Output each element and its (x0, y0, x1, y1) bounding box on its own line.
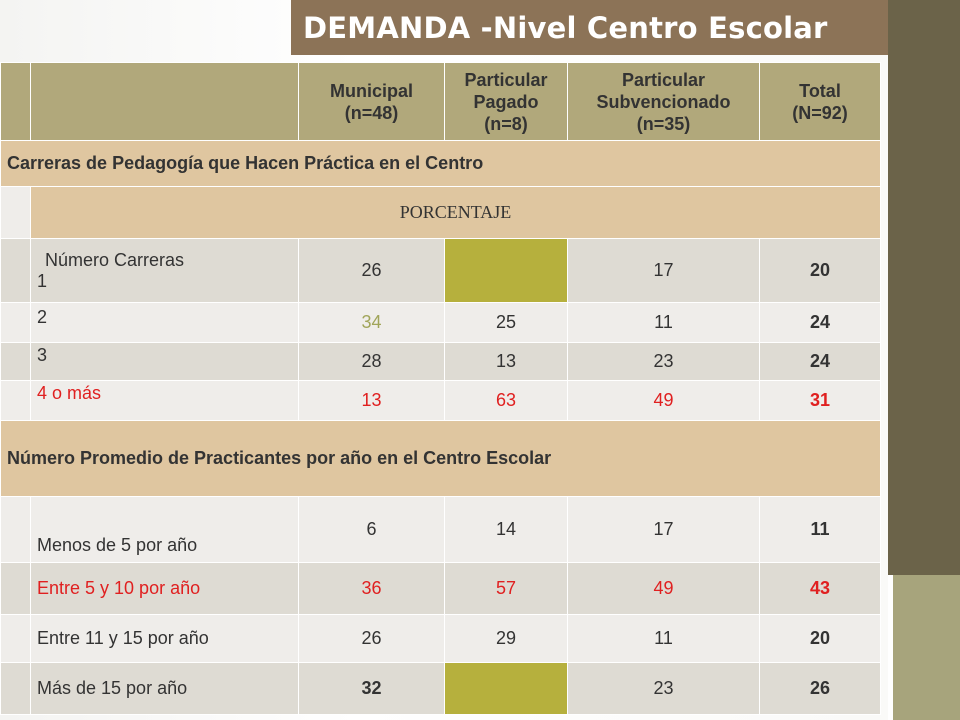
section2-title: Número Promedio de Practicantes por año … (0, 420, 881, 497)
cell-total: 24 (759, 302, 881, 343)
blank-cell (0, 496, 31, 563)
blank-cell (0, 614, 31, 663)
table-row: Entre 5 y 10 por año 36 57 49 43 (0, 562, 881, 615)
row-label: Entre 5 y 10 por año (30, 562, 299, 615)
cell-municipal: 32 (298, 662, 445, 715)
cell-municipal: 26 (298, 614, 445, 663)
percentage-subheader: PORCENTAJE (30, 186, 881, 239)
header-blank-cell (30, 62, 299, 141)
table-row: 4 o más 13 63 49 31 (0, 380, 881, 421)
table-row: Menos de 5 por año 6 14 17 11 (0, 496, 881, 563)
row-label: Entre 11 y 15 por año (30, 614, 299, 663)
table-row: Entre 11 y 15 por año 26 29 11 20 (0, 614, 881, 663)
cell-municipal: 34 (298, 302, 445, 343)
cell-particular-subvencionado: 17 (567, 496, 760, 563)
table-row: Más de 15 por año 32 23 26 (0, 662, 881, 715)
header-row: Municipal (n=48) Particular Pagado (n=8)… (0, 62, 881, 141)
cell-particular-subvencionado: 23 (567, 662, 760, 715)
cell-municipal: 6 (298, 496, 445, 563)
row-label: 2 (30, 302, 299, 343)
cell-particular-subvencionado: 11 (567, 302, 760, 343)
cell-particular-subvencionado: 49 (567, 380, 760, 421)
table-row: Número Carreras 1 26 17 20 (0, 238, 881, 303)
slide-title: DEMANDA -Nivel Centro Escolar (303, 10, 828, 45)
cell-total: 20 (759, 614, 881, 663)
header-particular-pagado: Particular Pagado (n=8) (444, 62, 568, 141)
sidebar-accent-strip (888, 575, 893, 720)
blank-cell (0, 302, 31, 343)
sidebar-accent-block (888, 575, 960, 720)
cell-municipal: 13 (298, 380, 445, 421)
cell-municipal: 28 (298, 342, 445, 381)
row-label: Menos de 5 por año (30, 496, 299, 563)
cell-total: 11 (759, 496, 881, 563)
cell-particular-pagado: 13 (444, 342, 568, 381)
cell-particular-pagado: 25 (444, 302, 568, 343)
section-title-row: Carreras de Pedagogía que Hacen Práctica… (0, 140, 881, 187)
header-blank-cell (0, 62, 31, 141)
blank-cell (0, 186, 31, 239)
blank-cell (0, 342, 31, 381)
cell-particular-pagado: 63 (444, 380, 568, 421)
cell-particular-pagado (444, 238, 568, 303)
cell-total: 31 (759, 380, 881, 421)
percentage-row: PORCENTAJE (0, 186, 881, 239)
row-label: 4 o más (30, 380, 299, 421)
row-label: Número Carreras 1 (30, 238, 299, 303)
cell-total: 24 (759, 342, 881, 381)
row-label: 3 (30, 342, 299, 381)
cell-particular-pagado (444, 662, 568, 715)
section1-title: Carreras de Pedagogía que Hacen Práctica… (0, 140, 881, 187)
cell-particular-subvencionado: 11 (567, 614, 760, 663)
table-row: 2 34 25 11 24 (0, 302, 881, 343)
cell-particular-pagado: 57 (444, 562, 568, 615)
cell-particular-subvencionado: 23 (567, 342, 760, 381)
demand-table: Municipal (n=48) Particular Pagado (n=8)… (0, 62, 881, 715)
cell-municipal: 26 (298, 238, 445, 303)
cell-municipal: 36 (298, 562, 445, 615)
blank-cell (0, 562, 31, 615)
title-bar: DEMANDA -Nivel Centro Escolar (291, 0, 888, 55)
cell-total: 20 (759, 238, 881, 303)
header-particular-subvencionado: Particular Subvencionado (n=35) (567, 62, 760, 141)
cell-total: 43 (759, 562, 881, 615)
table-row: 3 28 13 23 24 (0, 342, 881, 381)
blank-cell (0, 662, 31, 715)
cell-particular-subvencionado: 49 (567, 562, 760, 615)
cell-particular-pagado: 14 (444, 496, 568, 563)
header-municipal: Municipal (n=48) (298, 62, 445, 141)
header-total: Total (N=92) (759, 62, 881, 141)
cell-total: 26 (759, 662, 881, 715)
section-title-row: Número Promedio de Practicantes por año … (0, 420, 881, 497)
row-label: Más de 15 por año (30, 662, 299, 715)
blank-cell (0, 380, 31, 421)
cell-particular-pagado: 29 (444, 614, 568, 663)
cell-particular-subvencionado: 17 (567, 238, 760, 303)
blank-cell (0, 238, 31, 303)
